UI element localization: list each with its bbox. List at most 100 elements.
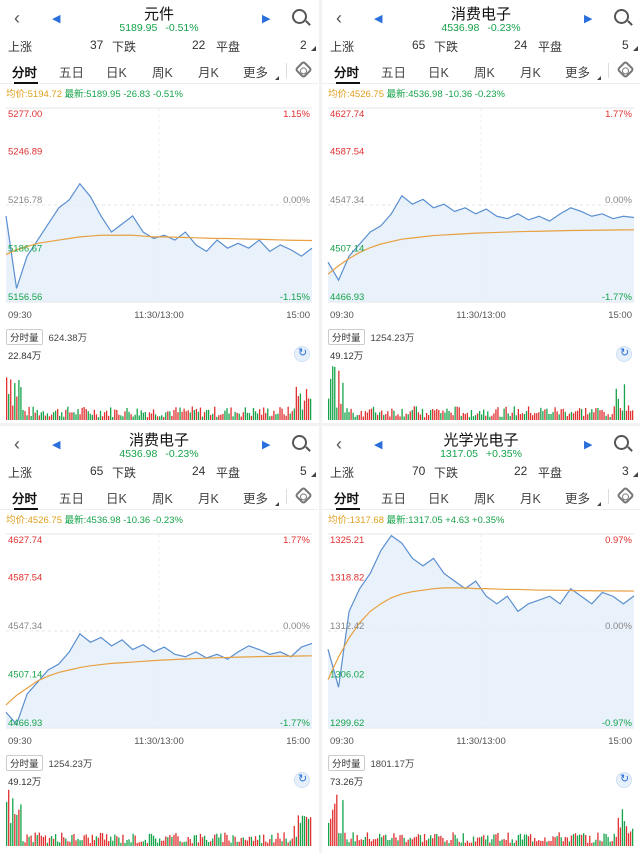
tab-more[interactable]: 更多 <box>243 66 269 80</box>
volume-bar <box>527 836 530 846</box>
gear-icon[interactable] <box>616 486 635 505</box>
volume-bar <box>234 411 236 420</box>
volume-bar <box>597 408 599 420</box>
volume-selector[interactable]: 分时量 <box>328 755 365 771</box>
triangle-left-icon[interactable]: ◀ <box>374 13 383 25</box>
triangle-left-icon[interactable]: ◀ <box>52 439 61 451</box>
volume-bar <box>267 842 269 846</box>
volume-bar <box>368 838 371 846</box>
gear-icon[interactable] <box>616 60 635 79</box>
y-axis-label: 4627.74 <box>330 109 364 120</box>
search-icon[interactable] <box>292 435 307 450</box>
chevron-left-icon[interactable]: ‹ <box>336 8 342 28</box>
tab-monthly[interactable]: 月K <box>520 66 541 80</box>
chevron-left-icon[interactable]: ‹ <box>336 434 342 454</box>
gear-icon[interactable] <box>294 486 313 505</box>
volume-bar <box>185 411 187 420</box>
volume-bar <box>218 415 220 420</box>
triangle-right-icon[interactable]: ▶ <box>584 13 593 25</box>
volume-bar <box>140 410 142 420</box>
tab-daily[interactable]: 日K <box>428 66 449 80</box>
volume-bar <box>627 405 630 420</box>
search-icon[interactable] <box>292 9 307 24</box>
search-icon[interactable] <box>614 9 629 24</box>
triangle-left-icon[interactable]: ◀ <box>374 439 383 451</box>
chevron-left-icon[interactable]: ‹ <box>14 434 20 454</box>
volume-bar <box>438 836 440 846</box>
tab-monthly[interactable]: 月K <box>198 66 219 80</box>
up-label: 上涨 <box>330 40 355 54</box>
pct-axis-label: 1.77% <box>605 109 632 120</box>
tab-weekly[interactable]: 周K <box>474 492 495 506</box>
period-tabs: 分时 五日 日K 周K 月K 更多 <box>0 58 318 84</box>
intraday-chart: 5277.00 5246.89 5216.78 5186.67 5156.56 1.15%… <box>5 107 313 321</box>
tab-monthly[interactable]: 月K <box>198 492 219 506</box>
volume-bar <box>485 415 487 420</box>
volume-bar <box>169 411 171 420</box>
volume-max: 49.12万 <box>8 777 42 788</box>
tab-more[interactable]: 更多 <box>565 66 591 80</box>
tab-intraday[interactable]: 分时 <box>12 66 38 80</box>
tab-intraday[interactable]: 分时 <box>334 492 360 506</box>
triangle-right-icon[interactable]: ▶ <box>262 13 271 25</box>
volume-bar <box>42 411 45 420</box>
triangle-right-icon[interactable]: ▶ <box>584 439 593 451</box>
tab-weekly[interactable]: 周K <box>152 492 173 506</box>
volume-selector[interactable]: 分时量 <box>6 329 43 345</box>
volume-bar <box>405 413 407 420</box>
volume-bar <box>356 415 358 420</box>
volume-bar <box>601 409 603 420</box>
tab-weekly[interactable]: 周K <box>474 66 495 80</box>
volume-selector[interactable]: 分时量 <box>328 329 365 345</box>
volume-bar <box>462 413 464 420</box>
volume-bar <box>140 841 142 846</box>
tab-daily[interactable]: 日K <box>428 492 449 506</box>
tab-monthly[interactable]: 月K <box>520 492 541 506</box>
volume-bar <box>112 840 114 846</box>
triangle-right-icon[interactable]: ▶ <box>262 439 271 451</box>
refresh-icon[interactable] <box>616 346 632 362</box>
volume-bar <box>8 789 10 846</box>
tab-5day[interactable]: 五日 <box>381 66 407 80</box>
volume-bar <box>83 407 85 420</box>
tab-5day[interactable]: 五日 <box>381 492 407 506</box>
volume-bar <box>285 838 287 846</box>
volume-bar <box>425 412 428 420</box>
tab-intraday[interactable]: 分时 <box>12 492 38 506</box>
volume-bar <box>79 840 81 846</box>
tab-intraday[interactable]: 分时 <box>334 66 360 80</box>
volume-bar <box>489 842 491 846</box>
refresh-icon[interactable] <box>294 772 310 788</box>
corner-triangle-icon <box>633 472 638 477</box>
triangle-left-icon[interactable]: ◀ <box>52 13 61 25</box>
volume-bar <box>212 413 214 420</box>
chevron-left-icon[interactable]: ‹ <box>14 8 20 28</box>
tab-5day[interactable]: 五日 <box>59 492 85 506</box>
refresh-icon[interactable] <box>294 346 310 362</box>
volume-selector[interactable]: 分时量 <box>6 755 43 771</box>
volume-bar <box>366 412 369 420</box>
volume-bar <box>607 836 609 846</box>
volume-bar <box>362 839 364 846</box>
tab-weekly[interactable]: 周K <box>152 66 173 80</box>
time-axis-label: 09:30 <box>8 310 32 321</box>
volume-bar <box>244 839 246 846</box>
tab-5day[interactable]: 五日 <box>59 66 85 80</box>
volume-bar <box>366 832 369 846</box>
tab-daily[interactable]: 日K <box>106 492 127 506</box>
tab-more[interactable]: 更多 <box>565 492 591 506</box>
panel-header: ‹ ◀ 光学光电子 1317.05 +0.35% ▶ <box>322 426 640 462</box>
index-panel: ‹ ◀ 消费电子 4536.98 -0.23% ▶ 上涨 65 下跌 24 平盘 … <box>322 0 640 422</box>
volume-bar <box>132 833 134 846</box>
search-icon[interactable] <box>614 435 629 450</box>
gear-icon[interactable] <box>294 60 313 79</box>
volume-bar <box>566 416 568 420</box>
volume-bar <box>218 837 220 846</box>
refresh-icon[interactable] <box>616 772 632 788</box>
volume-bar <box>275 414 277 420</box>
index-price: 4536.98 <box>119 448 158 460</box>
tab-daily[interactable]: 日K <box>106 66 127 80</box>
tab-more[interactable]: 更多 <box>243 492 269 506</box>
volume-bar <box>46 413 49 420</box>
last-price: 最新:1317.05 <box>386 515 443 526</box>
